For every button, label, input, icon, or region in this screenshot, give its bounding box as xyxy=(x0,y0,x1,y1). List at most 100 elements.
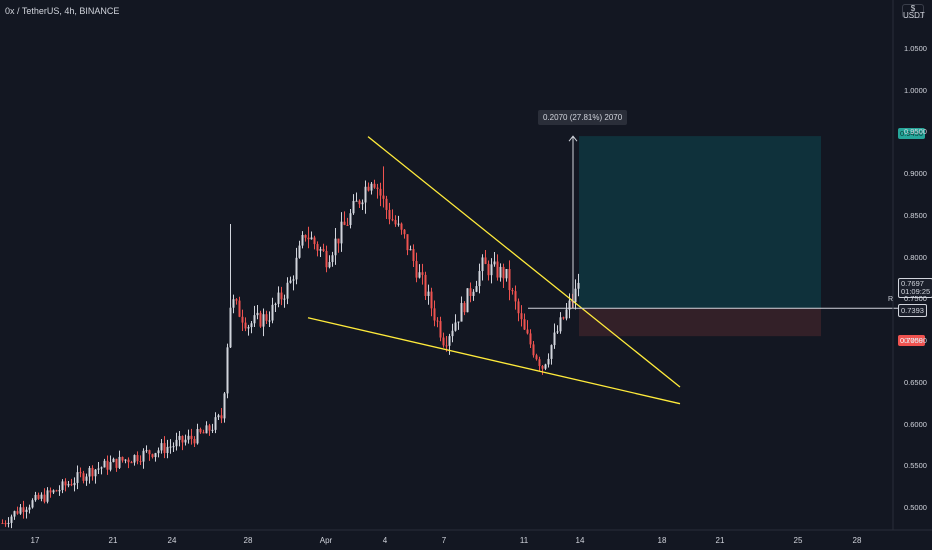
time-axis-label: 11 xyxy=(519,536,529,545)
candle-body xyxy=(331,255,334,263)
currency-symbol: $ xyxy=(910,4,916,13)
candle-body xyxy=(37,494,40,499)
candle-body xyxy=(178,435,181,440)
candle-body xyxy=(499,266,502,278)
candle-body xyxy=(172,446,175,448)
candle-body xyxy=(271,304,274,321)
candle-body xyxy=(382,195,385,199)
candle-body xyxy=(340,221,343,244)
candle-body xyxy=(232,299,235,308)
time-axis-label: 25 xyxy=(793,536,803,545)
time-axis-label: 21 xyxy=(715,536,725,545)
symbol-title[interactable]: 0x / TetherUS, 4h, BINANCE xyxy=(5,6,120,16)
candle-body xyxy=(121,456,124,461)
candle-body xyxy=(19,507,22,514)
candle-body xyxy=(433,308,436,321)
candle-body xyxy=(508,269,511,291)
candle-body xyxy=(142,450,145,462)
candle-body xyxy=(256,312,259,316)
candle-body xyxy=(10,516,13,523)
candle-body xyxy=(319,249,322,251)
target-zone[interactable] xyxy=(579,136,821,309)
candle-body xyxy=(448,336,451,346)
candle-body xyxy=(496,261,499,278)
stop-price-tag: 0.7059 xyxy=(898,335,925,346)
time-axis-label: Apr xyxy=(319,536,333,545)
candle-body xyxy=(7,522,10,524)
candle-body xyxy=(67,484,70,486)
stop-zone[interactable] xyxy=(579,308,821,337)
candle-body xyxy=(25,509,28,512)
candle-body xyxy=(283,298,286,300)
candle-body xyxy=(469,288,472,297)
candle-body xyxy=(85,476,88,481)
candle-body xyxy=(391,219,394,221)
candle-body xyxy=(118,456,121,468)
candle-body xyxy=(487,263,490,276)
candle-body xyxy=(55,490,58,492)
candle-body xyxy=(73,482,76,486)
bar-countdown: 01:09:25 xyxy=(901,287,931,296)
price-axis-label: 0.6000 xyxy=(904,419,927,429)
candle-body xyxy=(247,327,250,329)
candle-body xyxy=(553,332,556,346)
candle-body xyxy=(475,286,478,292)
candle-body xyxy=(457,321,460,323)
candle-body xyxy=(349,213,352,225)
candle-body xyxy=(145,450,148,452)
candle-body xyxy=(292,279,295,281)
candle-body xyxy=(70,484,73,486)
candle-body xyxy=(34,494,37,501)
candle-body xyxy=(532,344,535,356)
candle-body xyxy=(517,301,520,314)
candle-body xyxy=(235,299,238,301)
candle-body xyxy=(127,459,130,463)
drawing-layer[interactable] xyxy=(307,135,898,405)
candle-body xyxy=(460,303,463,322)
candles-layer xyxy=(1,166,580,529)
candle-body xyxy=(46,490,49,502)
candle-body xyxy=(550,345,553,359)
candle-body xyxy=(184,439,187,443)
time-axis-label: 17 xyxy=(30,536,40,545)
candle-body xyxy=(241,316,244,323)
candle-body xyxy=(214,417,217,430)
candle-body xyxy=(325,250,328,268)
candle-body xyxy=(238,300,241,317)
candle-body xyxy=(286,282,289,299)
candle-body xyxy=(61,481,64,491)
candle-body xyxy=(343,221,346,225)
candle-body xyxy=(361,202,364,205)
candle-body xyxy=(91,467,94,477)
candle-body xyxy=(16,511,19,514)
entry-price-tag: 0.7393 xyxy=(898,304,927,317)
candle-body xyxy=(100,467,103,469)
measure-arrowhead xyxy=(568,135,578,142)
candle-body xyxy=(436,320,439,322)
price-axis-label: 1.0500 xyxy=(904,44,927,53)
long-position-zones[interactable] xyxy=(579,136,821,337)
candle-body xyxy=(226,347,229,394)
candle-body xyxy=(364,186,367,203)
candle-body xyxy=(169,446,172,448)
candle-body xyxy=(454,322,457,331)
price-axis-label: 0.7000 xyxy=(904,336,927,346)
candle-body xyxy=(556,331,559,333)
trendline[interactable] xyxy=(307,317,681,405)
candle-body xyxy=(196,429,199,444)
price-axis-label: 0.5000 xyxy=(904,503,927,512)
candle-body xyxy=(490,264,493,276)
currency-badge[interactable]: $ USDT xyxy=(902,4,925,20)
candle-body xyxy=(445,345,448,347)
candle-body xyxy=(511,290,514,292)
candle-body xyxy=(370,183,373,191)
candle-body xyxy=(124,459,127,461)
currency-label: USDT xyxy=(903,11,925,20)
candle-body xyxy=(520,313,523,320)
candle-body xyxy=(541,365,544,369)
candle-body xyxy=(154,453,157,458)
candle-body xyxy=(136,455,139,462)
target-price-tag: 0.9456 xyxy=(898,128,925,139)
trendline[interactable] xyxy=(367,136,681,388)
